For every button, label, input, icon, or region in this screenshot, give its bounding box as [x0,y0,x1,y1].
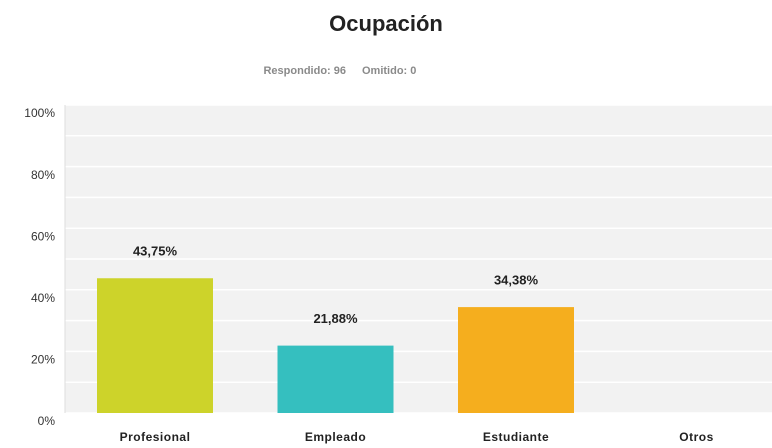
y-tick-label: 40% [31,291,55,305]
answered: Respondido: 96 [263,65,346,77]
y-tick-label: 80% [31,168,55,182]
y-tick-label: 0% [38,414,56,428]
x-tick-label: Empleado [305,430,366,444]
y-tick-label: 100% [24,106,55,120]
bar [277,345,394,413]
value-label: 34,38% [494,273,539,288]
y-tick-label: 60% [31,229,55,243]
skipped: Omitido: 0 [362,65,416,77]
value-label: 43,75% [133,244,178,259]
chart-title: Ocupación [329,11,443,36]
value-label: 21,88% [313,311,358,326]
y-tick-label: 20% [31,353,55,367]
bar [97,278,213,413]
x-tick-label: Estudiante [483,430,549,444]
x-tick-label: Profesional [120,430,191,444]
x-tick-label: Otros [679,430,714,444]
bar [458,307,574,413]
